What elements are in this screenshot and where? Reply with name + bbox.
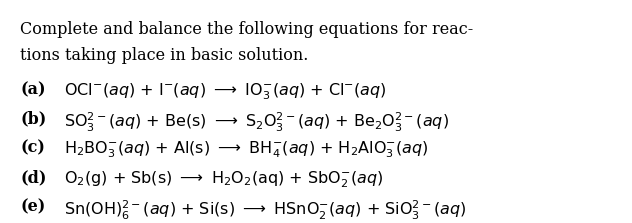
Text: Complete and balance the following equations for reac-: Complete and balance the following equat… <box>20 21 473 38</box>
Text: (a): (a) <box>20 81 46 98</box>
Text: $\mathrm{OCl^{-}}$$(aq)$ $+$ $\mathrm{I^{-}}$$(aq)$ $\longrightarrow$ $\mathrm{I: $\mathrm{OCl^{-}}$$(aq)$ $+$ $\mathrm{I^… <box>64 81 387 102</box>
Text: $\mathrm{O_2(g)}$ $+$ $\mathrm{Sb(s)}$ $\longrightarrow$ $\mathrm{H_2O_2(aq)}$ $: $\mathrm{O_2(g)}$ $+$ $\mathrm{Sb(s)}$ $… <box>64 169 384 190</box>
Text: (d): (d) <box>20 169 47 186</box>
Text: (b): (b) <box>20 111 47 128</box>
Text: $\mathrm{Sn(OH)_6^{2-}}$$(aq)$ $+$ $\mathrm{Si(s)}$ $\longrightarrow$ $\mathrm{H: $\mathrm{Sn(OH)_6^{2-}}$$(aq)$ $+$ $\mat… <box>64 198 466 221</box>
Text: tions taking place in basic solution.: tions taking place in basic solution. <box>20 47 308 64</box>
Text: $\mathrm{H_2BO_3^{-}}$$(aq)$ $+$ $\mathrm{Al(s)}$ $\longrightarrow$ $\mathrm{BH_: $\mathrm{H_2BO_3^{-}}$$(aq)$ $+$ $\mathr… <box>64 140 429 160</box>
Text: $\mathrm{SO_3^{2-}}$$(aq)$ $+$ $\mathrm{Be(s)}$ $\longrightarrow$ $\mathrm{S_2O_: $\mathrm{SO_3^{2-}}$$(aq)$ $+$ $\mathrm{… <box>64 111 449 134</box>
Text: (c): (c) <box>20 140 45 157</box>
Text: (e): (e) <box>20 198 46 215</box>
